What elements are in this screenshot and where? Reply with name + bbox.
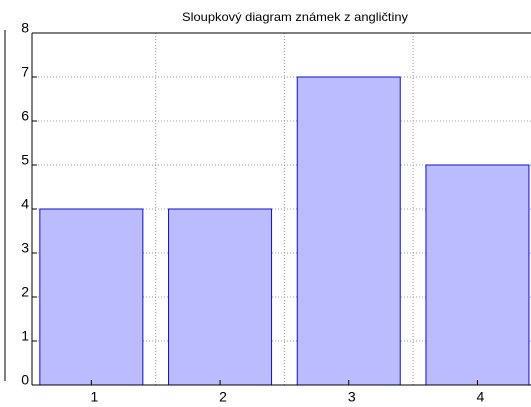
y-tick-label: 4 [21,196,29,212]
y-tick-label: 2 [21,284,29,300]
x-tick-label: 3 [348,389,356,405]
y-tick-label: 6 [21,108,29,124]
y-tick-label: 1 [21,328,29,344]
y-tick-label: 8 [21,20,29,36]
chart-title: Sloupkový diagram známek z angličtiny [182,10,408,24]
x-tick-label: 4 [477,389,485,405]
y-tick-label: 0 [21,372,29,388]
y-tick-label: 7 [21,64,29,80]
bar [296,76,401,386]
bar [168,208,273,386]
bar [39,208,144,386]
y-tick-label: 5 [21,152,29,168]
bar [425,164,530,386]
y-tick-label: 3 [21,240,29,256]
x-tick-label: 2 [219,389,227,405]
x-tick-label: 1 [90,389,98,405]
